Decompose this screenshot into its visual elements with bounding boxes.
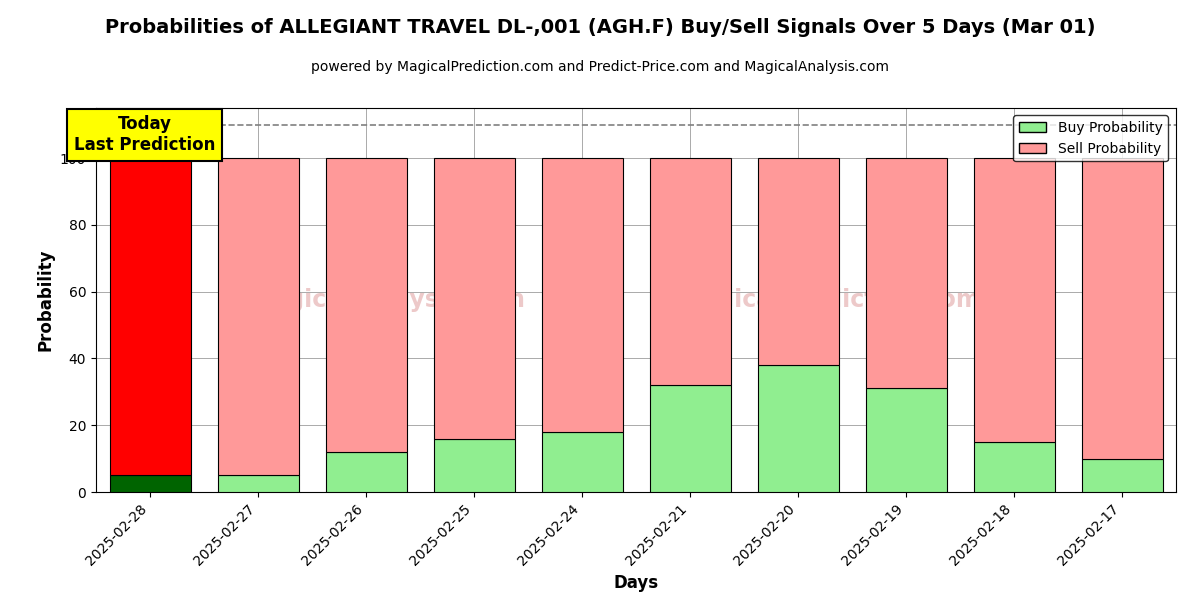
- Bar: [757, 365, 839, 492]
- Bar: [109, 158, 191, 475]
- Bar: [757, 158, 839, 365]
- Bar: [217, 158, 299, 475]
- Bar: [865, 158, 947, 388]
- Bar: [649, 158, 731, 385]
- Bar: [865, 388, 947, 492]
- Text: MagicalPrediction.com: MagicalPrediction.com: [679, 288, 982, 312]
- Bar: [217, 475, 299, 492]
- Bar: [973, 442, 1055, 492]
- Bar: [325, 452, 407, 492]
- Text: powered by MagicalPrediction.com and Predict-Price.com and MagicalAnalysis.com: powered by MagicalPrediction.com and Pre…: [311, 60, 889, 74]
- Text: Today
Last Prediction: Today Last Prediction: [74, 115, 215, 154]
- Bar: [433, 158, 515, 439]
- Bar: [541, 432, 623, 492]
- Text: MagicalAnalysis.com: MagicalAnalysis.com: [250, 288, 526, 312]
- X-axis label: Days: Days: [613, 574, 659, 592]
- Y-axis label: Probability: Probability: [36, 249, 54, 351]
- Bar: [649, 385, 731, 492]
- Text: Probabilities of ALLEGIANT TRAVEL DL-,001 (AGH.F) Buy/Sell Signals Over 5 Days (: Probabilities of ALLEGIANT TRAVEL DL-,00…: [104, 18, 1096, 37]
- Bar: [541, 158, 623, 432]
- Bar: [433, 439, 515, 492]
- Bar: [973, 158, 1055, 442]
- Bar: [325, 158, 407, 452]
- Bar: [1081, 158, 1163, 458]
- Bar: [109, 475, 191, 492]
- Bar: [1081, 458, 1163, 492]
- Legend: Buy Probability, Sell Probability: Buy Probability, Sell Probability: [1013, 115, 1168, 161]
